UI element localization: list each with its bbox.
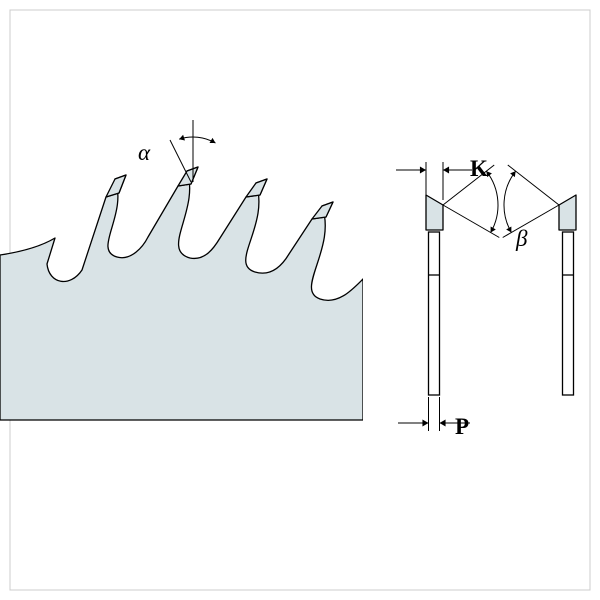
blade-profile — [0, 167, 363, 420]
beta-label: β — [516, 226, 527, 252]
alpha-label: α — [138, 140, 150, 166]
k-label: K — [470, 156, 488, 182]
p-label: P — [455, 414, 469, 440]
